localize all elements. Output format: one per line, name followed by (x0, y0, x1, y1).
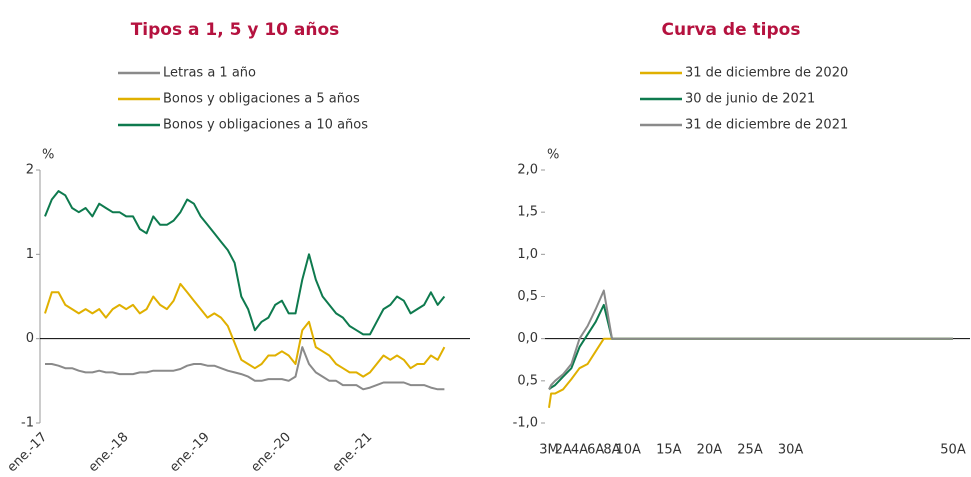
x-tick-label: 25A (737, 443, 763, 458)
y-tick-label: 0,5 (517, 373, 538, 388)
x-tick-label: ene.-18 (86, 430, 132, 476)
legend-label: 30 de junio de 2021 (685, 92, 815, 107)
x-tick-label: ene.-19 (167, 430, 213, 476)
series-line (548, 289, 953, 390)
y-tick-label: -1 (21, 416, 34, 431)
series-line (45, 346, 445, 391)
x-tick-label: 4A (571, 443, 588, 458)
x-tick-label: ene.-21 (330, 430, 376, 476)
chart-title: Curva de tipos (662, 20, 801, 40)
chart-title: Tipos a 1, 5 y 10 años (131, 20, 340, 40)
legend-label: Bonos y obligaciones a 5 años (163, 92, 360, 107)
y-tick-label: 1 (26, 247, 34, 262)
x-tick-label: 30A (778, 443, 804, 458)
x-tick-label: 10A (615, 443, 641, 458)
x-tick-label: ene.-20 (248, 430, 294, 476)
x-tick-label: 6A (587, 443, 604, 458)
legend-label: Letras a 1 año (163, 66, 256, 81)
y-tick-label: 0,0 (517, 331, 538, 346)
legend-label: Bonos y obligaciones a 10 años (163, 118, 368, 133)
y-tick-label: 0 (26, 331, 34, 346)
y-unit: % (547, 148, 559, 163)
x-tick-label: 3M (539, 443, 559, 458)
y-tick-label: 2,0 (517, 163, 538, 178)
x-tick-label: 50A (940, 443, 966, 458)
y-tick-label: 2 (26, 163, 34, 178)
x-tick-label: 8A (603, 443, 620, 458)
y-tick-label: -1,0 (513, 416, 538, 431)
legend-label: 31 de diciembre de 2020 (685, 66, 848, 81)
series-line (44, 282, 446, 378)
x-tick-label: 20A (697, 443, 723, 458)
x-tick-label: ene.-17 (5, 430, 51, 476)
x-tick-label: 15A (656, 443, 682, 458)
y-tick-label: 1,0 (517, 247, 538, 262)
series-line (548, 303, 953, 391)
series-line (548, 337, 953, 408)
y-tick-label: 0,5 (517, 289, 538, 304)
legend-label: 31 de diciembre de 2021 (685, 118, 848, 133)
y-tick-label: 1,5 (517, 205, 538, 220)
series-line (44, 190, 446, 336)
x-tick-label: 2A (555, 443, 572, 458)
y-unit: % (42, 148, 54, 163)
